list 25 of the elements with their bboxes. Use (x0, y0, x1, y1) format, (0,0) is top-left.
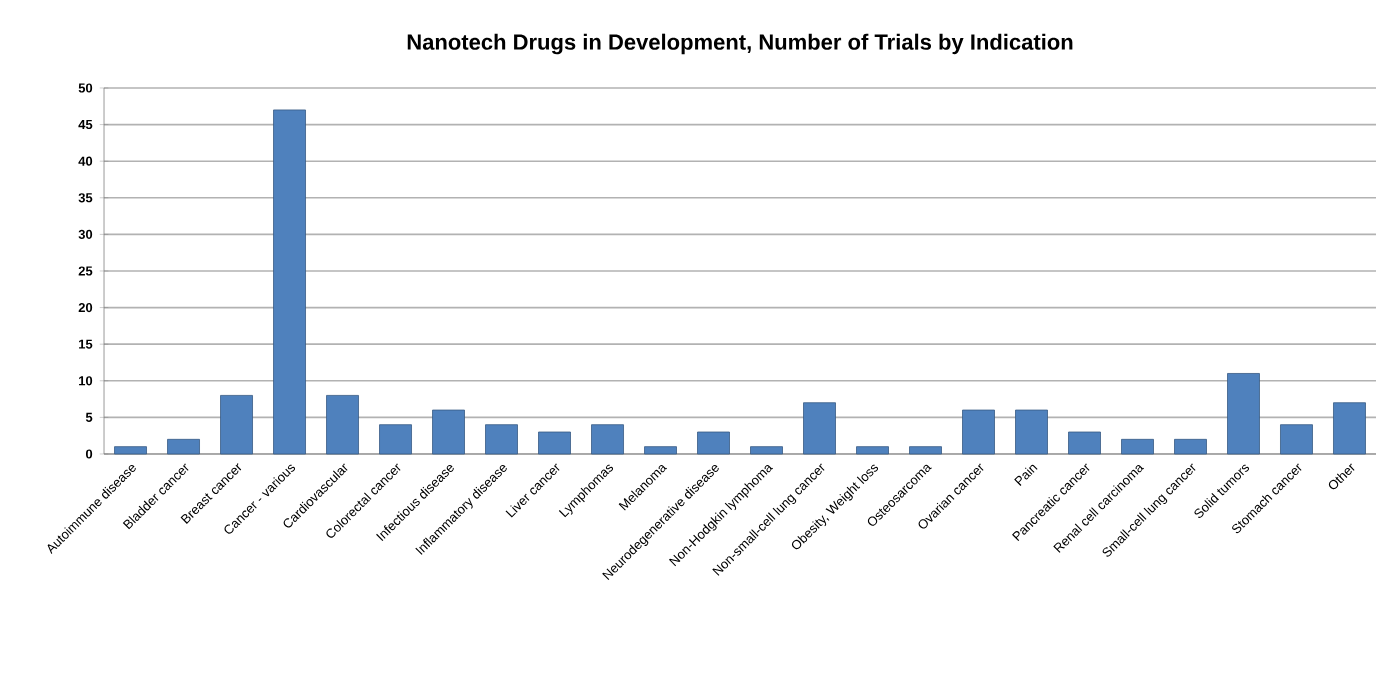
bar (803, 402, 836, 455)
bar (1015, 409, 1048, 455)
bar (962, 409, 995, 455)
bar (856, 446, 889, 455)
bar (1174, 438, 1207, 455)
bar (379, 424, 412, 455)
bar (697, 431, 730, 455)
bar (750, 446, 783, 455)
bar (326, 395, 359, 455)
bar (591, 424, 624, 455)
bar (909, 446, 942, 455)
bar (1068, 431, 1101, 455)
bar (1227, 373, 1260, 455)
bar (1121, 438, 1154, 455)
bar (1333, 402, 1366, 455)
bar (1280, 424, 1313, 455)
bar (644, 446, 677, 455)
bar (273, 109, 306, 455)
bar (432, 409, 465, 455)
bar (114, 446, 147, 455)
bar (167, 438, 200, 455)
bar (538, 431, 571, 455)
chart-title: Nanotech Drugs in Development, Number of Trials by Indication (407, 33, 1073, 55)
bar (220, 395, 253, 455)
bar (485, 424, 518, 455)
